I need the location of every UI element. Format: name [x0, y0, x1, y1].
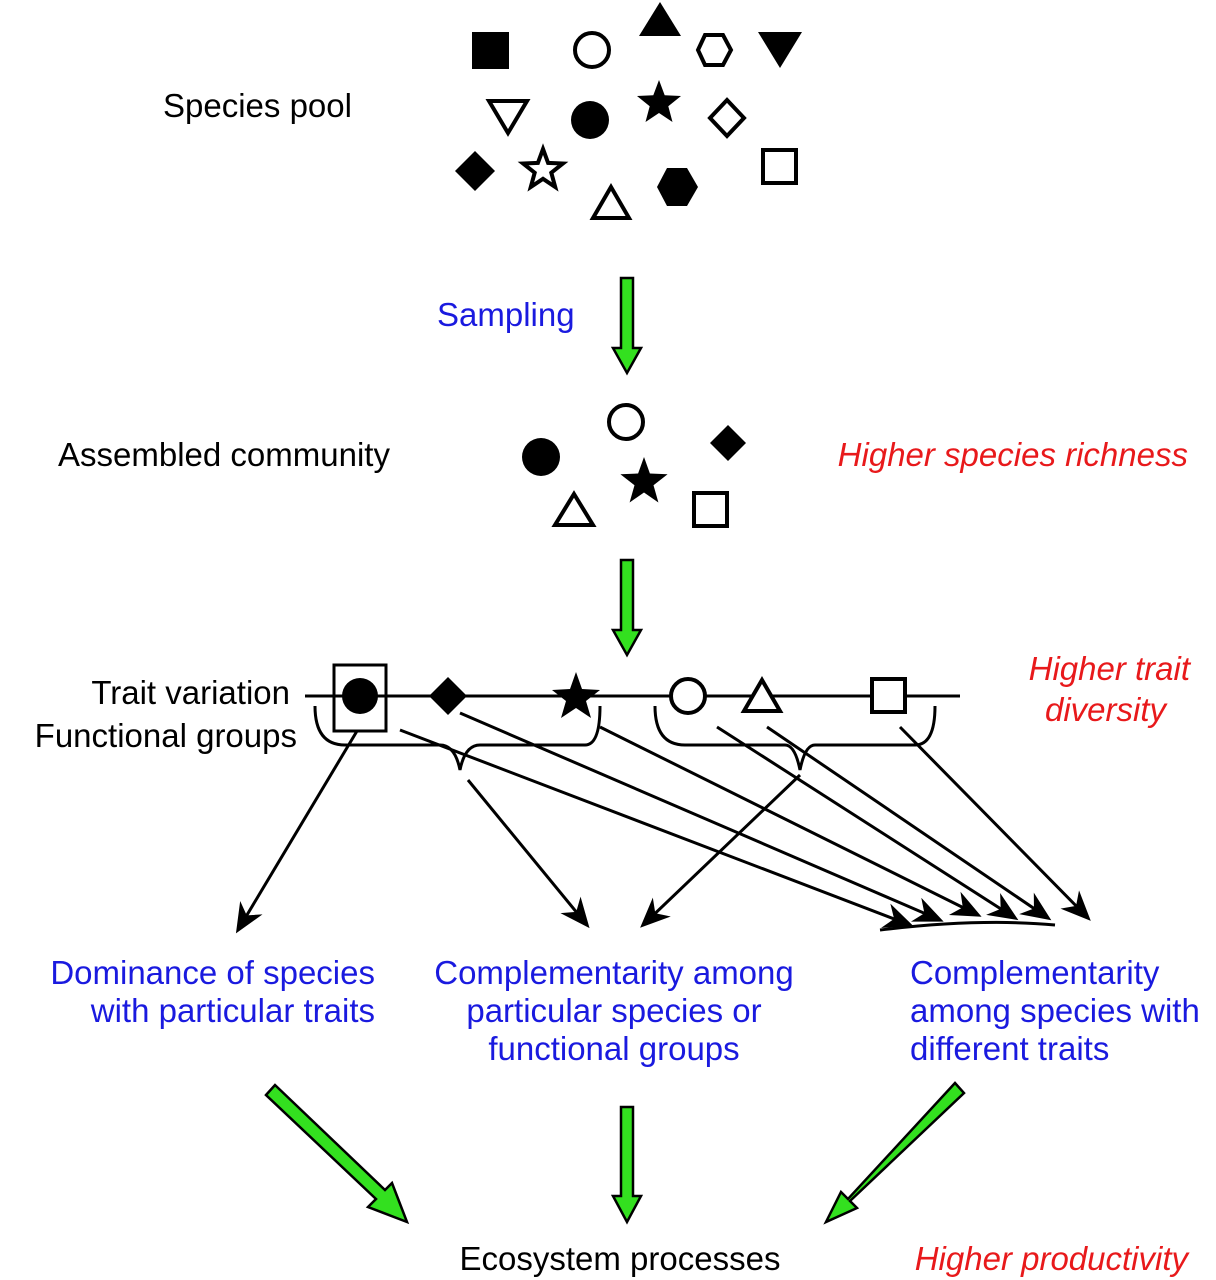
trait-variation-label: Trait variation	[91, 674, 290, 711]
trait-arrow-1	[399, 728, 914, 928]
diversity-label: diversity	[1045, 691, 1169, 728]
dominance-arrow	[235, 730, 359, 934]
sampling-arrow-icon	[610, 276, 644, 376]
trait-axis	[305, 663, 960, 733]
comp-groups-label-line1: Complementarity among	[434, 954, 794, 991]
dominant-species-box	[332, 663, 388, 733]
filled-diamond-icon	[455, 151, 495, 191]
hollow-triangle-up-icon	[740, 676, 784, 713]
filled-triangle-down-icon	[758, 32, 802, 68]
filled-diamond-icon	[429, 677, 467, 715]
comp-groups-label-line2: particular species or	[466, 992, 761, 1029]
filled-triangle-up-icon	[639, 2, 681, 36]
trait-arrow-5	[766, 725, 1052, 921]
hollow-square-icon	[761, 148, 798, 185]
species-pool-symbols	[455, 2, 802, 220]
trait-effect-arrows	[235, 711, 1091, 934]
hollow-hexagon-icon	[695, 33, 734, 67]
traits-to-processes-arrow-icon	[823, 1081, 966, 1225]
functional-group-brace-2	[653, 705, 937, 771]
comp-traits-label-line2: among species with	[910, 992, 1200, 1029]
hollow-diamond-icon	[707, 97, 747, 139]
hollow-triangle-up-icon	[551, 490, 597, 527]
group2-complementarity-arrow	[640, 773, 802, 928]
hollow-square-icon	[692, 491, 729, 528]
trait-arrow-3	[599, 725, 982, 917]
hollow-circle-icon	[669, 677, 707, 715]
hollow-star-icon	[517, 143, 569, 192]
community-to-traits-arrow-icon	[610, 558, 644, 658]
arrowhead-base-curve	[879, 920, 1056, 932]
ecosystem-processes-label: Ecosystem processes	[460, 1240, 781, 1277]
hollow-triangle-down-icon	[485, 99, 531, 137]
trait-arrow-4	[716, 725, 1019, 921]
filled-star-icon	[552, 672, 600, 718]
functional-group-brace-1	[313, 705, 602, 771]
comp-traits-label-line1: Complementarity	[910, 954, 1160, 991]
filled-star-icon	[620, 457, 668, 503]
filled-circle-icon	[342, 678, 378, 714]
hollow-circle-icon	[607, 403, 645, 441]
comp-traits-label-line3: different traits	[910, 1030, 1109, 1067]
dominance-to-processes-arrow-icon	[264, 1083, 410, 1225]
hollow-circle-icon	[573, 31, 611, 69]
higher-species-richness-label: Higher species richness	[838, 436, 1188, 473]
functional-groups-label: Functional groups	[35, 717, 297, 754]
comp-groups-label-line3: functional groups	[488, 1030, 739, 1067]
group1-complementarity-arrow	[466, 779, 590, 929]
filled-circle-icon	[522, 438, 560, 476]
filled-circle-icon	[571, 101, 609, 139]
higher-trait-label: Higher trait	[1029, 650, 1192, 687]
sampling-label: Sampling	[437, 296, 575, 333]
filled-diamond-icon	[710, 425, 746, 461]
trait-arrow-6	[898, 725, 1091, 921]
dominance-label-line2: with particular traits	[90, 992, 375, 1029]
hollow-triangle-up-icon	[589, 183, 633, 220]
dominance-label-line1: Dominance of species	[50, 954, 375, 991]
assembled-community-symbols	[522, 403, 746, 528]
higher-productivity-label: Higher productivity	[915, 1240, 1191, 1277]
filled-square-icon	[472, 32, 509, 69]
filled-hexagon-icon	[657, 168, 698, 206]
groups-to-processes-arrow-icon	[610, 1105, 644, 1225]
hollow-square-icon	[870, 677, 907, 714]
assembled-community-label: Assembled community	[58, 436, 390, 473]
trait-arrow-2	[459, 711, 944, 922]
filled-star-icon	[637, 80, 681, 122]
species-pool-label: Species pool	[163, 87, 352, 124]
